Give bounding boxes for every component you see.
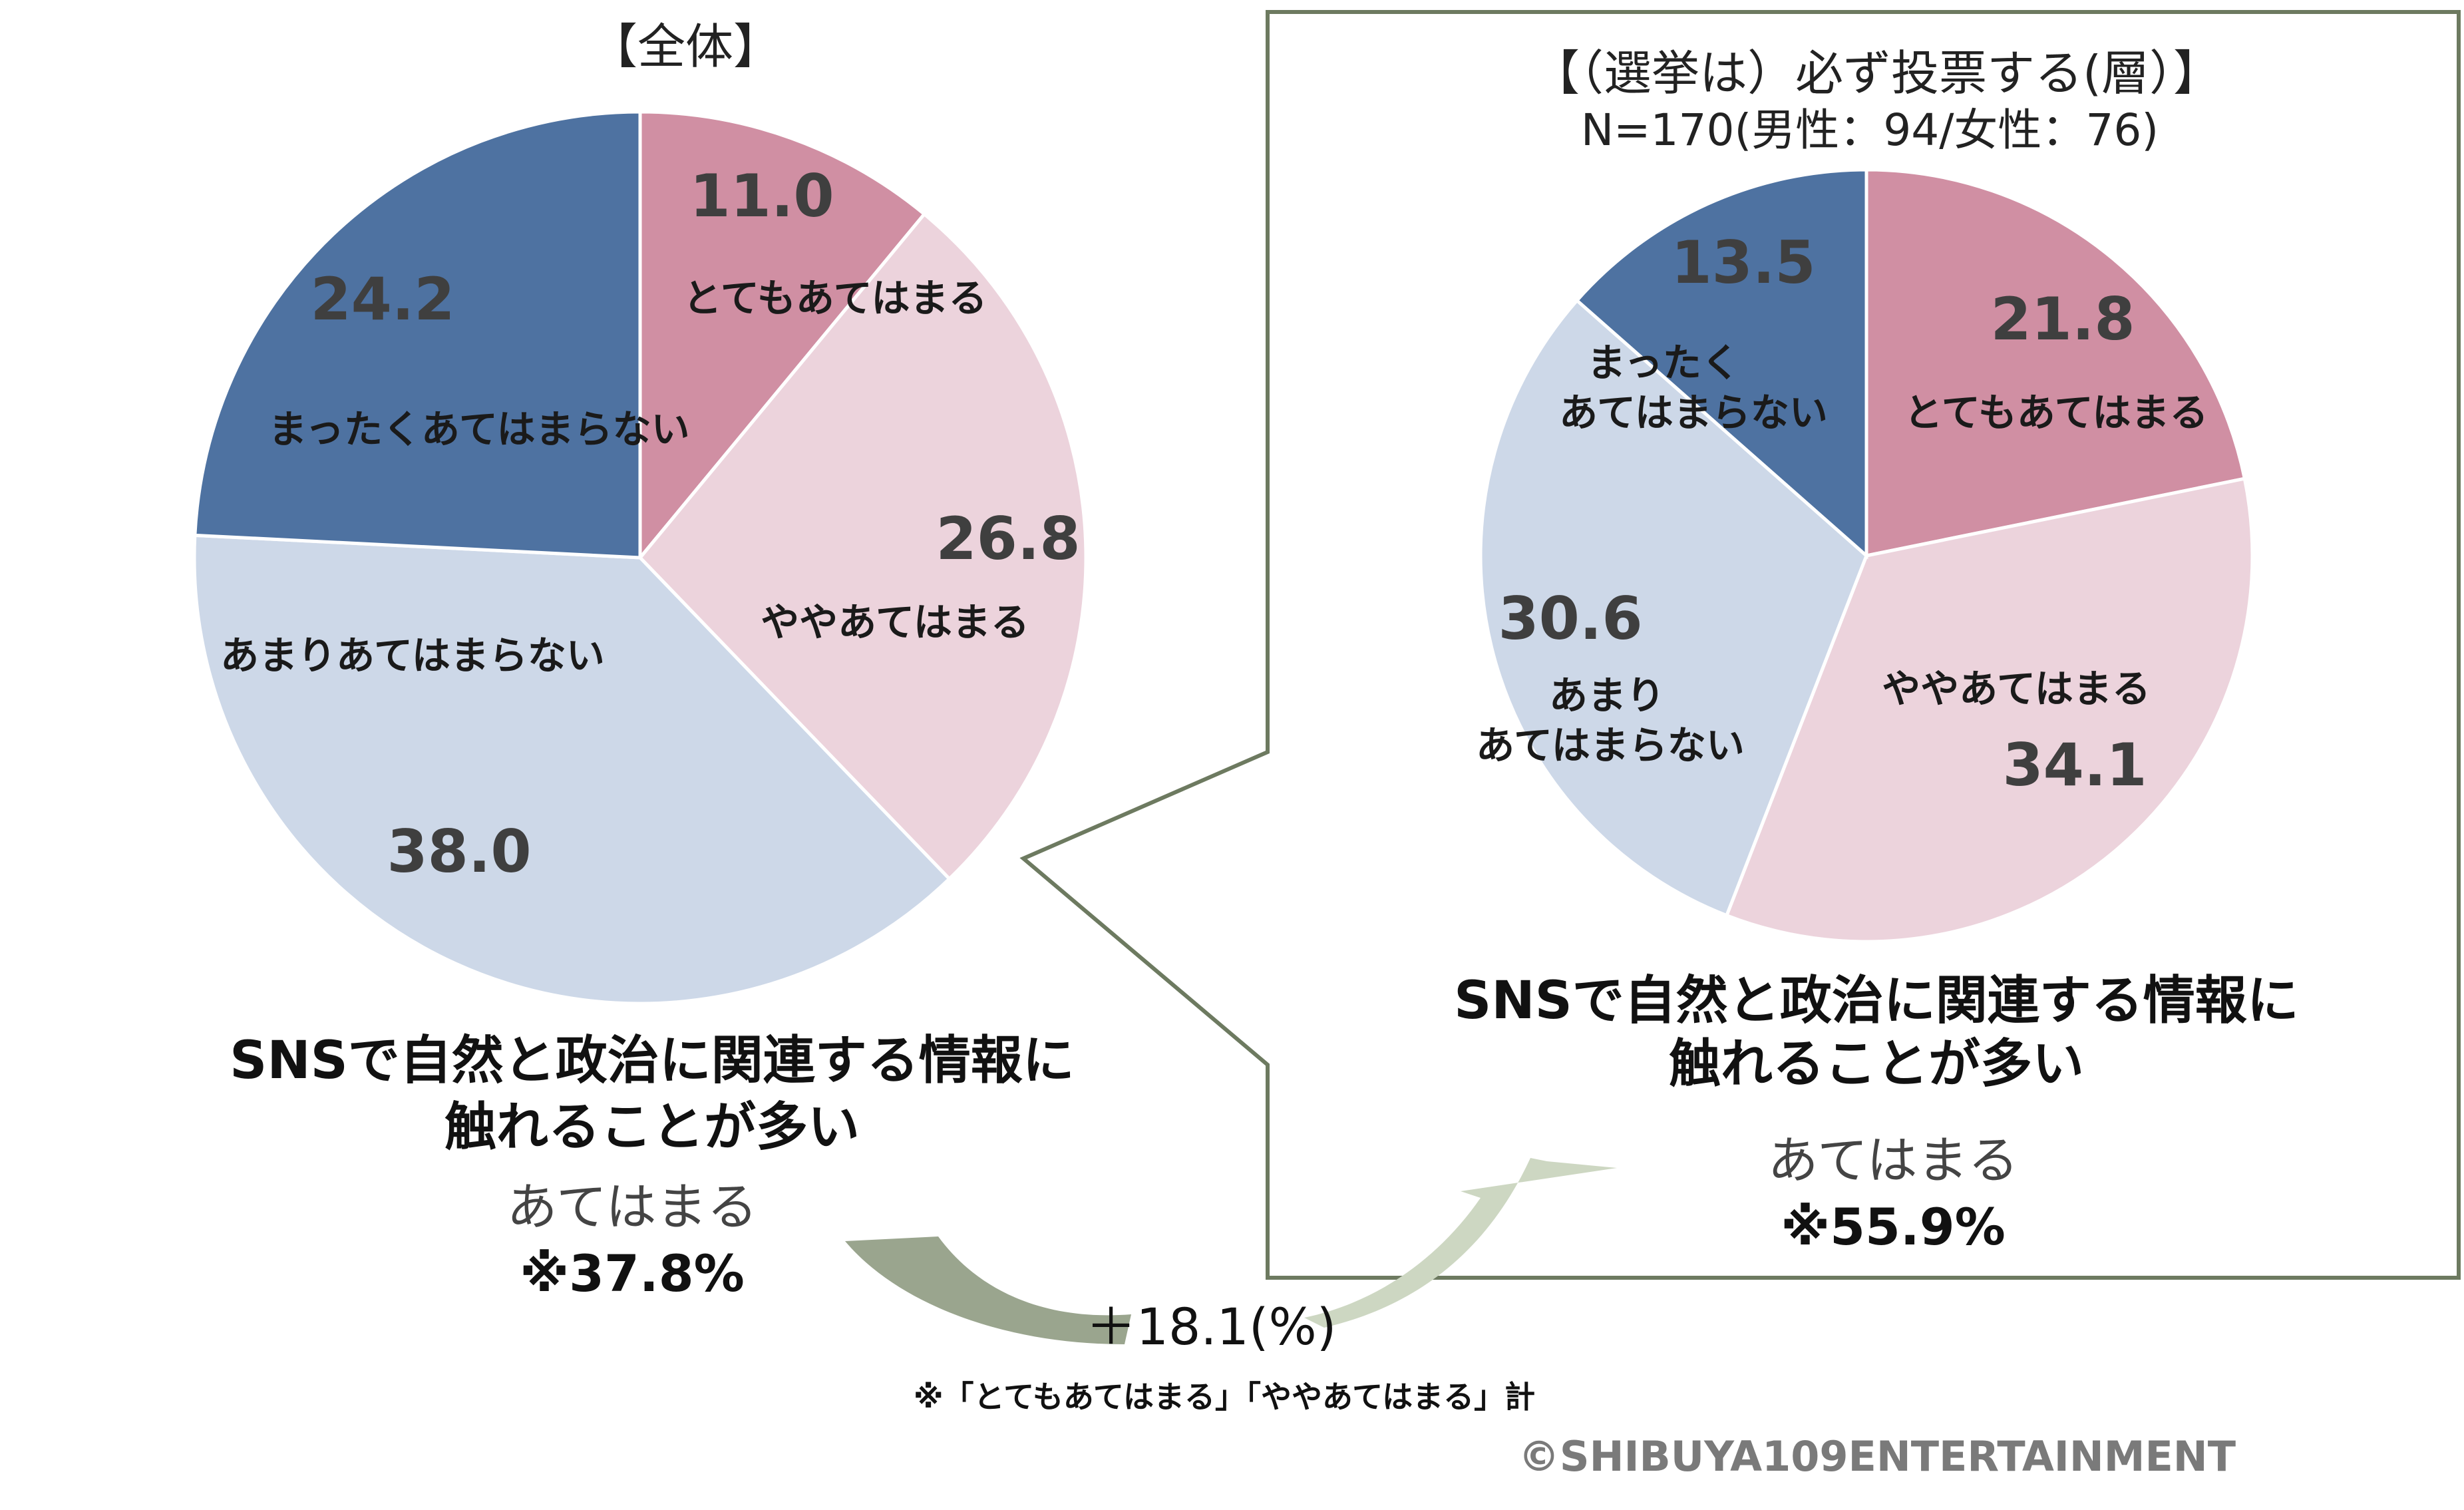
pie-slice-overall-very-applies: [638, 110, 927, 562]
caption-line1-voters: SNSで自然と政治に関連する情報に: [1454, 971, 2299, 1031]
sum-label-voters: あてはまる: [1768, 1131, 2019, 1190]
pie-slice-voters-not-at-all-applies: [1574, 168, 1868, 560]
value-label-voters-very-applies: 21.8: [1990, 285, 2135, 353]
category-label-voters-not-much-applies-line1: あまり: [1549, 673, 1665, 718]
pie-slice-overall-somewhat-applies: [637, 212, 1088, 882]
chart-subtitle-voters: N=170(男性：94/女性：76): [1581, 104, 2159, 156]
sum-label-overall: あてはまる: [507, 1177, 758, 1236]
category-label-voters-not-at-all-applies-line2: あてはまらない: [1559, 390, 1828, 435]
difference-label: ＋18.1(%): [1086, 1297, 1337, 1356]
category-label-voters-very-applies: とてもあてはまる: [1904, 390, 2208, 435]
caption-line2-voters: 触れることが多い: [1669, 1034, 2084, 1094]
pie-slice-overall-not-at-all-applies: [193, 110, 642, 560]
value-label-overall-somewhat-applies: 26.8: [936, 504, 1080, 573]
category-label-overall-very-applies: とてもあてはまる: [683, 276, 987, 321]
value-label-voters-not-at-all-applies: 13.5: [1671, 228, 1815, 297]
pie-chart-voters: 21.834.130.613.5とてもあてはまるややあてはまるあまりあてはまらな…: [1476, 168, 2254, 944]
caption-line1-overall: SNSで自然と政治に関連する情報に: [230, 1031, 1075, 1091]
caption-line2-overall: 触れることが多い: [444, 1097, 860, 1157]
sum-value-overall: ※37.8%: [520, 1244, 745, 1303]
pie-slice-voters-somewhat-applies: [1724, 476, 2254, 944]
chart-title-overall: 【全体】: [590, 19, 781, 75]
chart-title-voters: 【（選挙は）必ず投票する(層）】: [1532, 45, 2221, 101]
footnote: ※「とてもあてはまる」「ややあてはまる」計: [914, 1379, 1535, 1415]
copyright: ©SHIBUYA109ENTERTAINMENT: [1518, 1432, 2236, 1481]
category-label-voters-somewhat-applies: ややあてはまる: [1882, 666, 2151, 711]
sum-value-voters: ※55.9%: [1781, 1197, 2006, 1256]
category-label-overall-not-much-applies: あまりあてはまらない: [220, 633, 605, 678]
category-label-overall-not-at-all-applies: まったくあてはまらない: [268, 407, 689, 452]
category-label-overall-somewhat-applies: ややあてはまる: [761, 600, 1029, 645]
value-label-overall-not-much-applies: 38.0: [387, 817, 531, 886]
value-label-overall-very-applies: 11.0: [689, 162, 834, 230]
pie-slice-voters-very-applies: [1864, 168, 2247, 558]
curved-arrow-left: [845, 1236, 1131, 1344]
value-label-voters-not-much-applies: 30.6: [1498, 584, 1642, 653]
category-label-voters-not-at-all-applies-line1: まったく: [1587, 340, 1740, 385]
pie-slice-voters-not-much-applies: [1479, 297, 1868, 918]
category-label-voters-not-much-applies-line2: あてはまらない: [1476, 723, 1745, 768]
curved-arrow-right: [1304, 1158, 1617, 1328]
pie-chart-overall: 11.0 26.8 38.0 24.2 とてもあてはまるややあてはまるあまりあてはまらな…: [192, 110, 1088, 1006]
pie-slice-overall-not-much-applies: [192, 533, 952, 1006]
value-label-overall-not-at-all-applies: 24.2: [310, 265, 454, 333]
value-label-voters-somewhat-applies: 34.1: [2002, 731, 2147, 799]
